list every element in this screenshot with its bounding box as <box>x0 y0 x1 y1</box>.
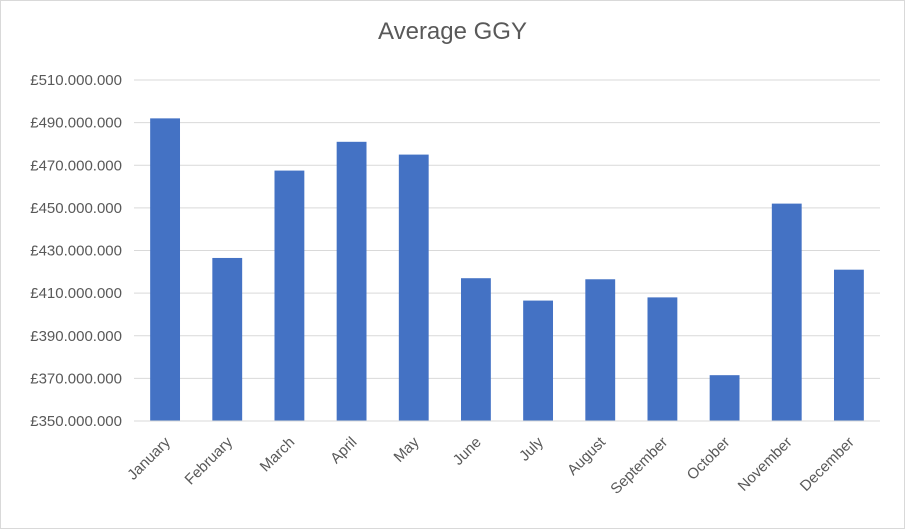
y-tick-label: £350.000.000 <box>30 413 122 430</box>
y-tick-label: £410.000.000 <box>30 285 122 302</box>
gridlines <box>134 79 880 422</box>
x-axis-category-labels: January February March April May June July Augu… <box>124 433 858 497</box>
x-category-label: September <box>607 434 671 498</box>
bar-april <box>336 141 367 421</box>
y-tick-label: £450.000.000 <box>30 200 122 217</box>
bar-july <box>523 300 554 421</box>
y-tick-label: £510.000.000 <box>30 72 122 89</box>
y-axis-tick-labels: £350.000.000 £370.000.000 £390.000.000 £410… <box>30 72 122 430</box>
x-category-label: November <box>735 434 796 495</box>
bar-september <box>647 297 678 421</box>
bar-october <box>709 375 740 421</box>
chart-title: Average GGY <box>378 18 527 45</box>
bar-june <box>460 278 491 421</box>
y-tick-label: £470.000.000 <box>30 157 122 174</box>
x-category-label: May <box>391 433 423 465</box>
bars <box>150 118 864 422</box>
x-category-label: October <box>684 434 734 484</box>
bar-january <box>150 118 181 422</box>
x-category-label: August <box>564 433 610 479</box>
x-category-label: July <box>516 433 547 464</box>
bar-november <box>771 203 802 421</box>
x-category-label: January <box>124 433 174 483</box>
bar-february <box>212 257 243 421</box>
x-category-label: April <box>327 434 360 467</box>
y-tick-label: £430.000.000 <box>30 243 122 260</box>
y-tick-label: £390.000.000 <box>30 328 122 345</box>
bar-august <box>585 279 616 421</box>
bar-may <box>398 154 429 421</box>
bar-december <box>833 269 864 421</box>
x-category-label: December <box>797 434 858 495</box>
bar-march <box>274 170 305 421</box>
y-tick-label: £370.000.000 <box>30 370 122 387</box>
x-category-label: March <box>257 434 298 475</box>
y-tick-label: £490.000.000 <box>30 115 122 132</box>
x-category-label: June <box>450 434 485 469</box>
x-category-label: February <box>182 433 237 488</box>
